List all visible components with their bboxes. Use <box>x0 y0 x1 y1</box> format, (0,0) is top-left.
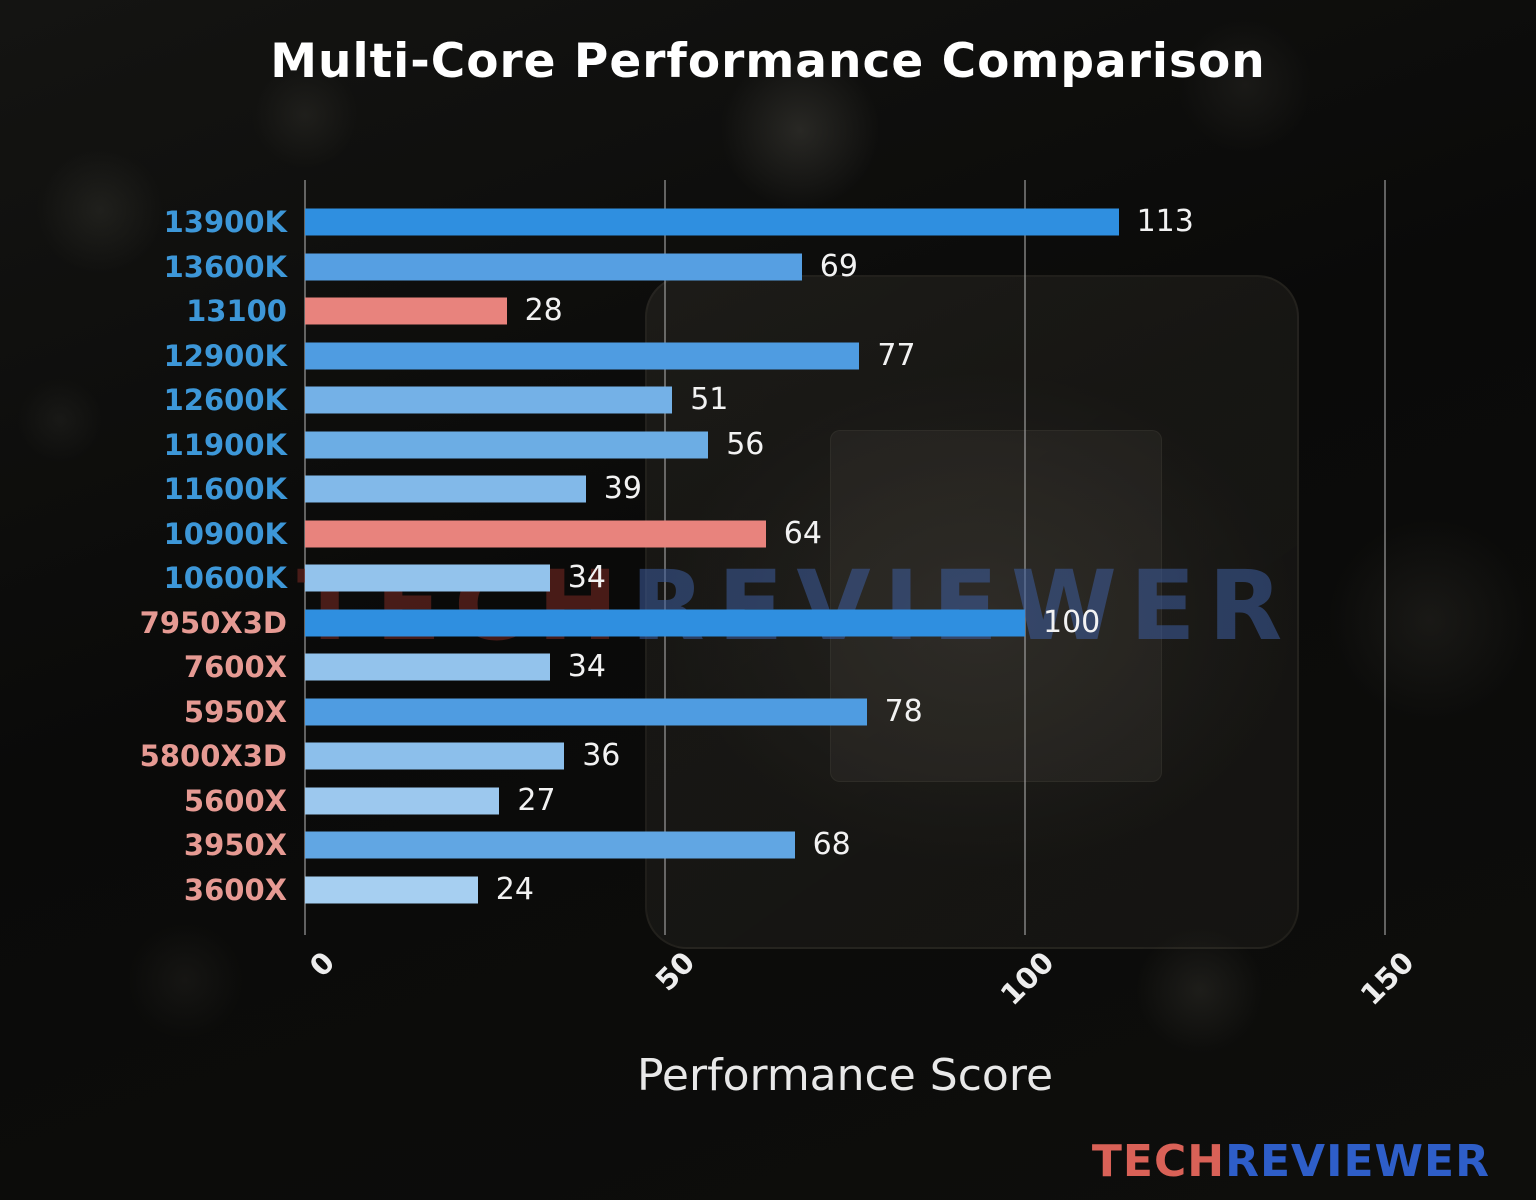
bar <box>305 208 1119 236</box>
bar-row: 7600X 34 <box>184 647 1385 687</box>
category-label: 13900K <box>163 205 287 240</box>
category-label: 11600K <box>163 472 287 507</box>
value-label: 51 <box>690 382 729 418</box>
category-label: 10900K <box>163 516 287 551</box>
bar <box>305 742 565 770</box>
bar-row: 12600K 51 <box>164 380 1385 420</box>
bar <box>305 609 1025 637</box>
bar-row: 11900K 56 <box>164 425 1385 465</box>
bar <box>305 297 507 325</box>
value-label: 69 <box>819 248 858 284</box>
category-label: 3950X <box>183 828 287 863</box>
bar-row: 3600X 24 <box>184 870 1385 910</box>
bar <box>305 876 478 904</box>
value-label: 34 <box>567 649 606 685</box>
bar-row: 10900K 64 <box>164 514 1385 554</box>
value-label: 27 <box>517 782 556 818</box>
gridline <box>1384 180 1386 935</box>
value-label: 34 <box>567 560 606 596</box>
value-label: 78 <box>884 693 923 729</box>
bar-row: 5800X3D 36 <box>140 736 1385 776</box>
bar-rows: 13900K 113 13600K 69 13100 28 12900K 77 12600K 51… <box>140 200 1385 912</box>
gridline <box>304 180 306 935</box>
value-label: 68 <box>812 827 851 863</box>
category-label: 12600K <box>163 383 287 418</box>
category-label: 5800X3D <box>139 739 287 774</box>
category-label: 13600K <box>163 249 287 284</box>
techreviewer-logo: TECHREVIEWER <box>1092 1136 1490 1187</box>
bar-row: 5600X 27 <box>184 781 1385 821</box>
bar-row: 13600K 69 <box>164 247 1385 287</box>
bar <box>305 431 709 459</box>
logo-reviewer: REVIEWER <box>1225 1136 1490 1187</box>
x-axis-label: Performance Score <box>636 1050 1054 1101</box>
category-label: 13100 <box>186 294 287 329</box>
bar-row: 13100 28 <box>186 291 1385 331</box>
logo-tech: TECH <box>1091 1136 1226 1187</box>
value-label: 100 <box>1043 604 1101 640</box>
bar <box>305 520 766 548</box>
chart-title: Multi-Core Performance Comparison <box>270 34 1266 89</box>
x-tick-label: 0 <box>302 945 342 984</box>
watermark-reviewer: REVIEWER <box>630 550 1296 662</box>
bar <box>305 475 586 503</box>
bar-row: 13900K 113 <box>164 202 1385 242</box>
value-label: 36 <box>582 738 621 774</box>
category-label: 5950X <box>183 694 287 729</box>
bar-row: 5950X 78 <box>184 692 1385 732</box>
x-tick-label: 50 <box>648 945 702 998</box>
category-label: 7950X3D <box>139 605 287 640</box>
category-label: 3600X <box>183 872 287 907</box>
gridline <box>1024 180 1026 935</box>
category-label: 11900K <box>163 427 287 462</box>
bar <box>305 698 867 726</box>
value-label: 39 <box>603 471 642 507</box>
bar-row: 10600K 34 <box>164 558 1385 598</box>
value-label: 77 <box>877 337 916 373</box>
bar-row: 7950X3D 100 <box>140 603 1385 643</box>
bar-row: 12900K 77 <box>164 336 1385 376</box>
value-label: 64 <box>783 515 822 551</box>
value-label: 28 <box>524 293 563 329</box>
bar <box>305 342 860 370</box>
gridline <box>664 180 666 935</box>
bar <box>305 831 795 859</box>
bar <box>305 386 673 414</box>
value-label: 24 <box>495 871 534 907</box>
category-label: 5600X <box>183 783 287 818</box>
bar <box>305 653 550 681</box>
category-label: 7600X <box>183 650 287 685</box>
bar-row: 3950X 68 <box>184 825 1385 865</box>
value-label: 113 <box>1136 204 1194 240</box>
bar <box>305 564 550 592</box>
category-label: 12900K <box>163 338 287 373</box>
plot-area: TECHREVIEWER 13900K 113 13600K 69 13100 28 129… <box>140 180 1386 935</box>
x-tick-label: 150 <box>1354 945 1422 1012</box>
category-label: 10600K <box>163 561 287 596</box>
value-label: 56 <box>726 426 765 462</box>
bar <box>305 253 802 281</box>
bar-row: 11600K 39 <box>164 469 1385 509</box>
bar <box>305 787 500 815</box>
x-tick-label: 100 <box>994 945 1062 1012</box>
